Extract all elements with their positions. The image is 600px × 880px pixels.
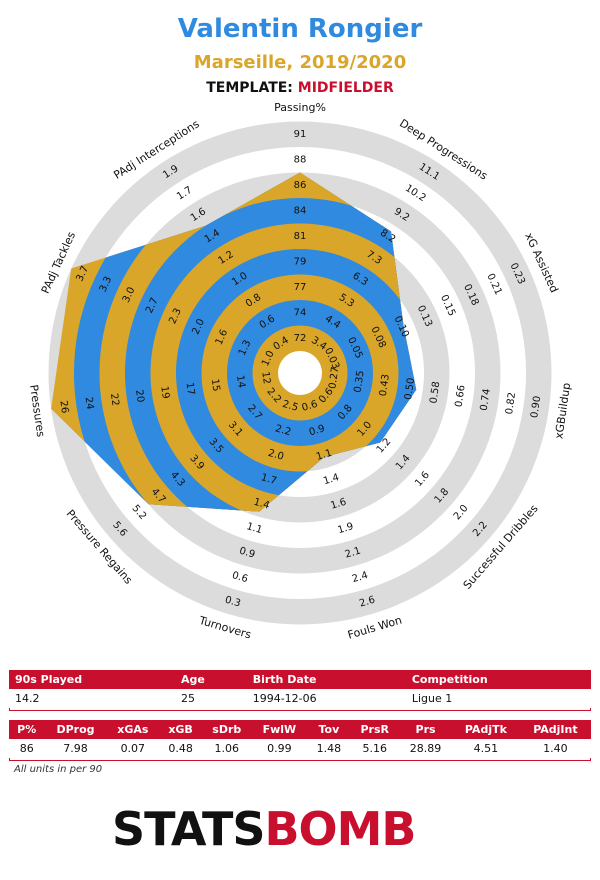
stats-table-header: P% DProg xGAs xGB sDrb FwlW Tov PrsR Prs PAdjTk PA… (9, 720, 591, 739)
tick-label: 0.90 (529, 395, 543, 419)
logo-bomb: BOMB (264, 802, 416, 856)
tick-label: 2.5 (281, 399, 299, 414)
stats-value-4: 1.06 (202, 739, 252, 758)
stats-header-7: PrsR (350, 720, 400, 739)
logo-stats: STATS (112, 802, 265, 856)
stats-value-7: 5.16 (350, 739, 400, 758)
tick-label: 2.0 (267, 448, 285, 463)
stats-value-6: 1.48 (307, 739, 351, 758)
tick-label: 74 (294, 307, 307, 318)
info-header-2: Birth Date (246, 670, 406, 689)
stats-value-0: 86 (9, 739, 45, 758)
axis-label: xGBuildup (552, 382, 573, 440)
tick-label: 0.9 (308, 423, 326, 438)
info-value-0: 14.2 (9, 689, 176, 708)
tick-label: 1.1 (315, 448, 333, 463)
tick-label: 12 (259, 371, 272, 385)
tick-label: 0.50 (403, 377, 417, 401)
stats-table-row: 86 7.98 0.07 0.48 1.06 0.99 1.48 5.16 28.89 4.51 1… (9, 739, 591, 758)
team-season: Marseille, 2019/2020 (193, 52, 407, 73)
info-table-row: 14.2 25 1994-12-06 Ligue 1 (9, 689, 591, 708)
stats-header-0: P% (9, 720, 45, 739)
tick-label: 1.7 (260, 472, 278, 487)
tick-label: 72 (294, 333, 307, 344)
info-header-1: Age (175, 670, 247, 689)
stats-header-2: xGAs (106, 720, 160, 739)
tick-label: 0.6 (231, 570, 249, 585)
tick-label: 2.6 (358, 595, 376, 610)
stats-value-8: 28.89 (399, 739, 452, 758)
tick-label: 0.3 (224, 595, 242, 610)
stats-header-4: sDrb (202, 720, 252, 739)
stats-header-10: PAdjInt (519, 720, 591, 739)
tick-label: 77 (294, 282, 307, 293)
info-header-0: 90s Played (9, 670, 176, 689)
tick-label: 1.4 (252, 497, 270, 512)
stats-value-1: 7.98 (44, 739, 107, 758)
info-value-1: 25 (175, 689, 247, 708)
stats-value-9: 4.51 (452, 739, 520, 758)
axis-label: Pressures (27, 384, 47, 438)
tick-label: 14 (234, 375, 247, 389)
tick-label: 1.6 (329, 497, 347, 512)
tick-label: 0.82 (504, 391, 518, 415)
tick-label: 15 (209, 378, 222, 392)
radar-chart: 727477798184868891Passing%3.44.45.36.37.… (27, 101, 573, 642)
tick-label: 24 (83, 396, 96, 410)
stats-header-3: xGB (159, 720, 203, 739)
info-value-2: 1994-12-06 (246, 689, 406, 708)
tick-label: 0.35 (353, 370, 367, 394)
stats-value-10: 1.40 (519, 739, 591, 758)
stats-value-5: 0.99 (251, 739, 308, 758)
tick-label: 22 (108, 393, 121, 407)
template-position: MIDFIELDER (297, 80, 394, 96)
tick-label: 1.1 (245, 521, 263, 536)
stats-header-6: Tov (307, 720, 351, 739)
statsbomb-logo: STATSBOMB (112, 806, 417, 852)
info-table: 90s Played Age Birth Date Competition 14.2 2… (9, 670, 591, 708)
units-footnote: All units in per 90 (14, 764, 103, 775)
tick-label: 26 (57, 400, 70, 414)
tick-label: 0.66 (454, 384, 468, 408)
tick-label: 0.58 (428, 381, 442, 405)
center-hole (278, 351, 322, 395)
info-header-3: Competition (405, 670, 591, 689)
tick-label: 86 (294, 180, 307, 191)
template-line: TEMPLATE: MIDFIELDER (0, 80, 600, 96)
tick-label: 91 (294, 129, 307, 140)
tick-label: 19 (158, 385, 171, 399)
template-label: TEMPLATE: (206, 80, 293, 96)
axis-label: Passing% (274, 101, 326, 114)
info-value-3: Ligue 1 (405, 689, 591, 708)
tick-label: 84 (294, 205, 307, 216)
tick-label: 2.2 (274, 423, 292, 438)
tick-label: 2.4 (351, 570, 369, 585)
tick-label: 81 (294, 231, 307, 242)
stats-header-9: PAdjTk (452, 720, 520, 739)
tick-label: 17 (184, 382, 197, 396)
stats-header-5: FwlW (251, 720, 308, 739)
stats-value-3: 0.48 (159, 739, 203, 758)
player-name: Valentin Rongier (177, 14, 423, 44)
stats-header-1: DProg (44, 720, 107, 739)
tick-label: 1.4 (322, 472, 340, 487)
tick-label: 0.6 (301, 399, 319, 414)
stats-value-2: 0.07 (106, 739, 160, 758)
tick-label: 2.1 (344, 546, 362, 561)
tick-label: 0.43 (378, 373, 392, 397)
tick-label: 0.9 (238, 546, 256, 561)
tick-label: 20 (133, 389, 146, 403)
stats-table: P% DProg xGAs xGB sDrb FwlW Tov PrsR Prs PAdjTk PA… (9, 720, 591, 758)
tick-label: 0.27 (327, 366, 341, 390)
tick-label: 1.9 (337, 521, 355, 536)
info-table-header: 90s Played Age Birth Date Competition (9, 670, 591, 689)
tick-label: 88 (294, 154, 307, 165)
tick-label: 79 (294, 256, 307, 267)
tick-label: 0.74 (479, 388, 493, 412)
stats-header-8: Prs (399, 720, 452, 739)
